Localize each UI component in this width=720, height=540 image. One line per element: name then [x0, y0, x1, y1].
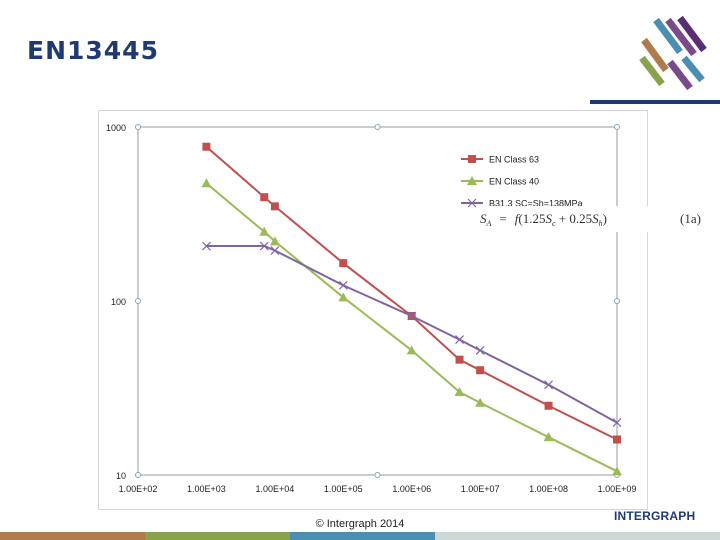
footer-bar: [290, 532, 435, 540]
data-point: [543, 432, 554, 442]
y-tick-label: 100: [111, 297, 126, 307]
chart-frame: 10 100 1000 1.00E+02 1.00E+03 1.00E+04 1.00E+0…: [98, 110, 648, 510]
intergraph-logo-icon: [639, 15, 707, 90]
plot-handle: [135, 124, 141, 130]
data-point: [259, 226, 270, 236]
data-point: [407, 311, 417, 321]
plot-handle: [614, 298, 620, 304]
x-tick-label: 1.00E+04: [255, 484, 294, 494]
x-tick-label: 1.00E+08: [529, 484, 568, 494]
x-tick-label: 1.00E+05: [324, 484, 363, 494]
series-line: [206, 245, 618, 424]
x-tick-label: 1.00E+07: [461, 484, 500, 494]
x-tick-label: 1.00E+09: [598, 484, 637, 494]
data-point: [475, 345, 485, 355]
x-tick-label: 1.00E+02: [119, 484, 158, 494]
sn-curve-chart: 10 100 1000 1.00E+02 1.00E+03 1.00E+04 1.00E+0…: [106, 123, 637, 494]
data-point: [454, 386, 465, 396]
data-point: [259, 241, 269, 251]
equation-number: (1a): [680, 211, 701, 226]
data-point: [406, 345, 417, 355]
equation-box: SA = f(1.25Sc + 0.25Sh) (1a): [476, 206, 702, 232]
legend-marker: [467, 176, 477, 185]
plot-handle: [614, 124, 620, 130]
data-point: [455, 335, 464, 345]
data-point: [201, 178, 212, 188]
data-point: [338, 280, 348, 290]
equation-formula: SA = f(1.25Sc + 0.25Sh): [480, 211, 607, 228]
data-point: [475, 397, 486, 407]
data-point: [612, 466, 622, 476]
legend-label: B31.3 SC=Sh=138MPa: [489, 199, 583, 209]
plot-handle: [374, 124, 381, 130]
data-point: [202, 142, 211, 151]
data-point: [270, 246, 280, 255]
plot-handle: [374, 472, 381, 478]
x-tick-label: 1.00E+03: [187, 484, 226, 494]
legend-marker: [467, 198, 477, 208]
header-rule: [590, 100, 720, 104]
y-tick-label: 10: [116, 471, 126, 481]
x-tick-label: 1.00E+06: [392, 484, 431, 494]
footer-logo: INTERGRAPH: [614, 509, 696, 523]
series-line: [205, 146, 618, 441]
data-point: [544, 401, 553, 410]
data-point: [544, 380, 553, 390]
data-point: [270, 202, 279, 211]
slide-title: EN13445: [27, 36, 159, 65]
legend-marker: [468, 155, 476, 163]
data-point: [202, 241, 211, 251]
legend-label: EN Class 63: [489, 155, 539, 165]
footer-bar: [145, 532, 290, 540]
data-point: [612, 418, 622, 428]
footer-color-bars: [0, 532, 720, 540]
plot-handle: [135, 472, 141, 478]
plot-handle: [135, 298, 141, 304]
data-point: [476, 366, 485, 375]
data-point: [613, 435, 621, 444]
y-tick-label: 1000: [106, 123, 126, 133]
data-point: [339, 259, 348, 268]
footer-bar: [0, 532, 145, 540]
legend-label: EN Class 40: [489, 177, 539, 187]
data-point: [455, 355, 464, 364]
data-point: [260, 193, 269, 202]
footer-bar: [435, 532, 720, 540]
copyright-text: © Intergraph 2014: [315, 518, 405, 530]
data-point: [338, 292, 349, 302]
data-point: [269, 236, 280, 246]
